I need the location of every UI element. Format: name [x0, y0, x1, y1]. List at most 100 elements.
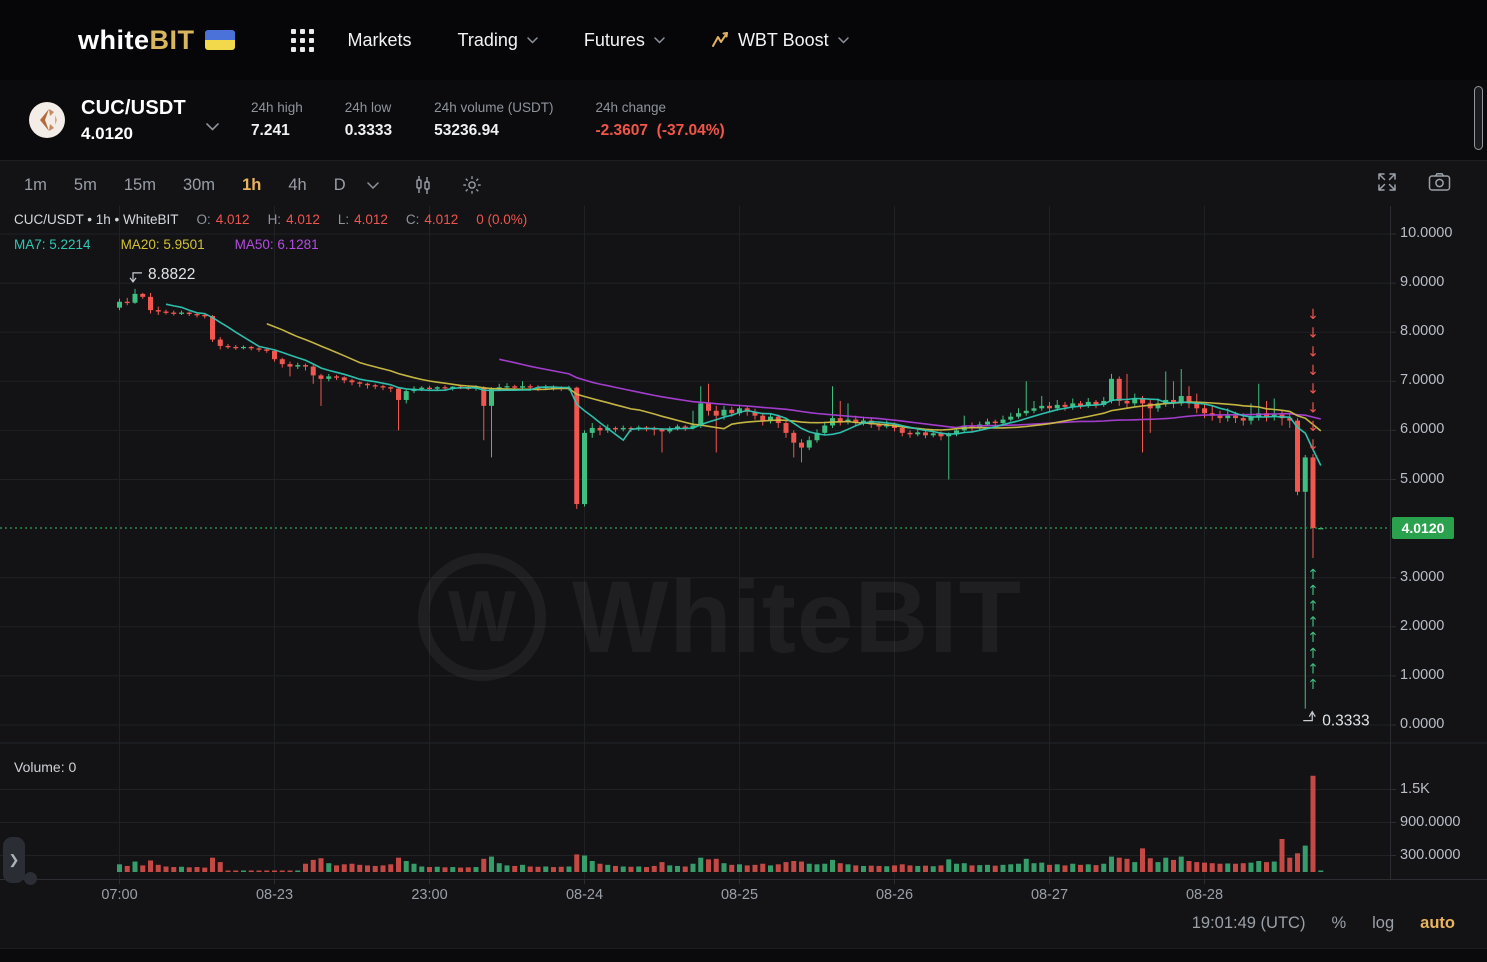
percent-scale-button[interactable]: %	[1331, 914, 1347, 932]
pair-selector-chevron-icon[interactable]	[206, 118, 219, 136]
pair-symbol: CUC/USDT	[81, 96, 186, 119]
timeframe-buttons: 1m 5m 15m 30m 1h 4h D	[24, 176, 346, 195]
chart-status-bar: 19:01:49 (UTC) % log auto	[1192, 914, 1455, 933]
cuc-coin-icon	[29, 102, 65, 138]
time-tick-label: 07:00	[101, 887, 138, 903]
pane-splitter-handle[interactable]	[24, 872, 37, 885]
volume-tick-label: 300.0000	[1400, 846, 1461, 863]
nav-item-label: Futures	[583, 29, 645, 50]
scrollbar-thumb[interactable]	[1474, 86, 1483, 150]
price-tick-label: 7.0000	[1400, 372, 1445, 389]
chart-legend-ma: MA7: 5.2214 MA20: 5.9501 MA50: 6.1281	[14, 237, 319, 252]
timeframe-button-1m[interactable]: 1m	[24, 175, 47, 194]
stat-24h-low: 24h low 0.3333	[345, 100, 392, 140]
price-tick-label: 10.0000	[1400, 225, 1453, 241]
auto-scale-button[interactable]: auto	[1420, 914, 1455, 932]
svg-text:↓: ↓	[1307, 307, 1319, 323]
screenshot-camera-icon[interactable]	[1428, 172, 1451, 192]
logo-text-white: white	[78, 24, 150, 55]
svg-text:↓: ↓	[1307, 438, 1319, 454]
time-tick-label: 08-26	[875, 887, 914, 903]
candle-change: 0 (0.0%)	[476, 212, 528, 227]
chevron-down-icon	[837, 36, 849, 44]
stat-24h-high: 24h high 7.241	[251, 100, 303, 140]
svg-text:↓: ↓	[1307, 344, 1319, 360]
timeframe-button-5m[interactable]: 5m	[73, 175, 97, 194]
svg-text:↑: ↑	[1307, 614, 1319, 630]
wbt-boost-icon	[711, 31, 729, 49]
time-tick-label: 08-28	[1185, 887, 1224, 903]
nav-item-label: Markets	[347, 29, 412, 50]
ma-value-ma7: MA7: 5.2214	[14, 237, 91, 252]
time-tick-label: 08-23	[255, 887, 294, 903]
log-scale-button[interactable]: log	[1372, 914, 1395, 932]
volume-tick-label: 1.5K	[1400, 780, 1430, 797]
svg-text:↑: ↑	[1307, 662, 1319, 678]
svg-text:↓: ↓	[1307, 326, 1319, 342]
apps-grid-icon[interactable]	[290, 28, 314, 52]
svg-text:8.8822: 8.8822	[148, 266, 195, 283]
pair-header: CUC/USDT 4.0120 24h high 7.241 24h low 0.33…	[0, 80, 1487, 161]
price-axis[interactable]: 10.0000 9.0000 8.0000 7.0000 6.0000 5.0000 3.0…	[1390, 206, 1487, 879]
chart-settings-gear-icon[interactable]	[461, 174, 483, 196]
stat-label: 24h low	[344, 100, 392, 115]
timeframe-more-chevron-icon[interactable]	[366, 181, 379, 189]
ohlc-label: H:	[267, 212, 282, 227]
chevron-down-icon	[654, 36, 665, 44]
nav-item-label: WBT Boost	[737, 29, 829, 50]
svg-text:↑: ↑	[1307, 599, 1319, 615]
indicators-icon[interactable]	[412, 174, 434, 196]
time-tick-label: 23:00	[411, 887, 448, 903]
svg-text:↑: ↑	[1307, 646, 1319, 662]
chart-actions	[1376, 171, 1451, 193]
ma-value-ma50: MA50: 6.1281	[234, 237, 319, 252]
price-tick-label: 6.0000	[1400, 421, 1445, 438]
stat-value: 7.241	[250, 122, 290, 139]
price-tick-label: 2.0000	[1400, 617, 1445, 634]
stat-24h-volume-usdt-: 24h volume (USDT) 53236.94	[434, 100, 553, 140]
time-tick-label: 08-27	[1030, 887, 1069, 903]
volume-tick-label: 900.0000	[1400, 813, 1461, 830]
fullscreen-icon[interactable]	[1376, 171, 1398, 193]
pair-title[interactable]: CUC/USDT 4.0120	[81, 97, 186, 144]
svg-text:↑: ↑	[1307, 583, 1319, 599]
nav-item-wbt-boost[interactable]: WBT Boost	[711, 30, 849, 51]
left-panel-toggle-button[interactable]: ❯	[3, 837, 25, 883]
ohlc-value: 4.012	[424, 212, 459, 227]
logo-text-bit: BIT	[149, 24, 195, 55]
svg-text:0.3333: 0.3333	[1322, 713, 1369, 730]
ohlc-value: 4.012	[215, 212, 250, 227]
timeframe-button-1h[interactable]: 1h	[242, 175, 262, 194]
timeframe-button-30m[interactable]: 30m	[182, 175, 216, 194]
time-axis[interactable]: 07:00 08-23 23:00 08-24 08-25 08-26 08-27 08-28	[0, 879, 1487, 913]
price-tick-label: 0.0000	[1400, 716, 1445, 732]
timeframe-button-4h[interactable]: 4h	[288, 175, 307, 194]
top-nav: white BIT Markets Trading Futures WBT Boost	[0, 0, 1487, 80]
stat-24h-change: 24h change -2.3607 (-37.04%)	[595, 100, 724, 140]
pair-last-price: 4.0120	[81, 123, 133, 143]
nav-item-trading[interactable]: Trading	[458, 30, 538, 51]
price-tick-label: 9.0000	[1400, 274, 1445, 291]
ohlc-label: O:	[196, 212, 211, 227]
price-tick-label: 3.0000	[1400, 568, 1445, 585]
svg-text:↑: ↑	[1307, 630, 1319, 646]
timeframe-button-15m[interactable]: 15m	[123, 175, 156, 194]
whitebit-logo[interactable]: white BIT	[78, 25, 235, 56]
price-tick-label: 8.0000	[1400, 323, 1445, 340]
svg-text:↑: ↑	[1307, 567, 1319, 583]
chart-legend-ohlc: CUC/USDT • 1h • WhiteBIT O: 4.012 H: 4.012 L…	[14, 212, 527, 227]
ohlc-label: C:	[405, 212, 420, 227]
legend-title: CUC/USDT • 1h • WhiteBIT	[14, 212, 179, 227]
time-tick-label: 08-25	[720, 887, 759, 903]
svg-text:↓: ↓	[1307, 419, 1319, 435]
nav-item-markets[interactable]: Markets	[348, 30, 412, 51]
page-scrollbar[interactable]	[1474, 86, 1484, 958]
ukraine-flag-icon	[204, 30, 235, 50]
price-tick-label: 5.0000	[1400, 470, 1445, 487]
timeframe-button-d[interactable]: D	[333, 175, 346, 194]
svg-text:↑: ↑	[1307, 677, 1319, 693]
nav-item-futures[interactable]: Futures	[584, 30, 665, 51]
ohlc-values: O: 4.012 H: 4.012 L: 4.012 C: 4.012	[179, 212, 459, 227]
nav-menu: Markets Trading Futures WBT Boost	[348, 30, 849, 51]
